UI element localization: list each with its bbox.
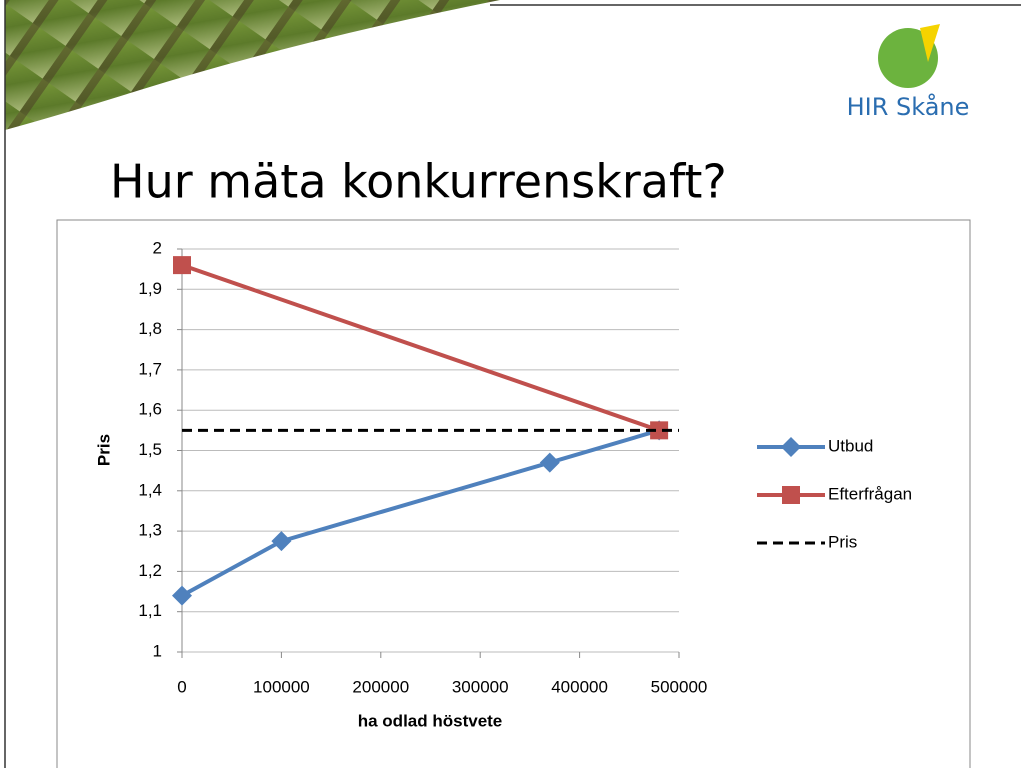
legend-label: Efterfrågan <box>828 484 912 503</box>
y-tick-label: 1,6 <box>138 400 162 419</box>
x-tick-label: 400000 <box>551 677 608 696</box>
marker <box>539 452 560 473</box>
y-axis-label: Pris <box>94 434 113 466</box>
y-tick-label: 1,8 <box>138 319 162 338</box>
x-axis-label: ha odlad höstvete <box>358 711 503 730</box>
y-tick-label: 1,5 <box>138 440 162 459</box>
logo-text: HIR Skåne <box>847 92 970 121</box>
marker <box>271 531 292 552</box>
y-tick-label: 1,7 <box>138 359 162 378</box>
slide-title: Hur mäta konkurrenskraft? <box>110 155 727 209</box>
x-tick-label: 500000 <box>651 677 708 696</box>
legend-marker <box>781 437 801 457</box>
y-tick-label: 1,4 <box>138 480 162 499</box>
series-line <box>181 263 660 433</box>
legend-label: Utbud <box>828 436 873 455</box>
y-tick-label: 1,3 <box>138 521 162 540</box>
marker <box>650 421 669 440</box>
y-tick-label: 1,2 <box>138 561 162 580</box>
x-tick-label: 0 <box>177 677 186 696</box>
series-line <box>181 428 660 598</box>
x-tick-label: 200000 <box>352 677 409 696</box>
legend-marker <box>782 486 800 504</box>
legend-label: Pris <box>828 532 857 551</box>
marker <box>172 585 192 606</box>
logo-icon <box>878 28 938 88</box>
y-tick-label: 1,1 <box>138 601 162 620</box>
logo-icon <box>920 24 940 62</box>
y-tick-label: 1 <box>153 641 162 660</box>
x-tick-label: 300000 <box>452 677 509 696</box>
field-image <box>5 0 500 130</box>
y-tick-label: 1,9 <box>138 279 162 298</box>
x-tick-label: 100000 <box>253 677 310 696</box>
marker <box>173 256 191 275</box>
y-tick-label: 2 <box>153 238 162 257</box>
